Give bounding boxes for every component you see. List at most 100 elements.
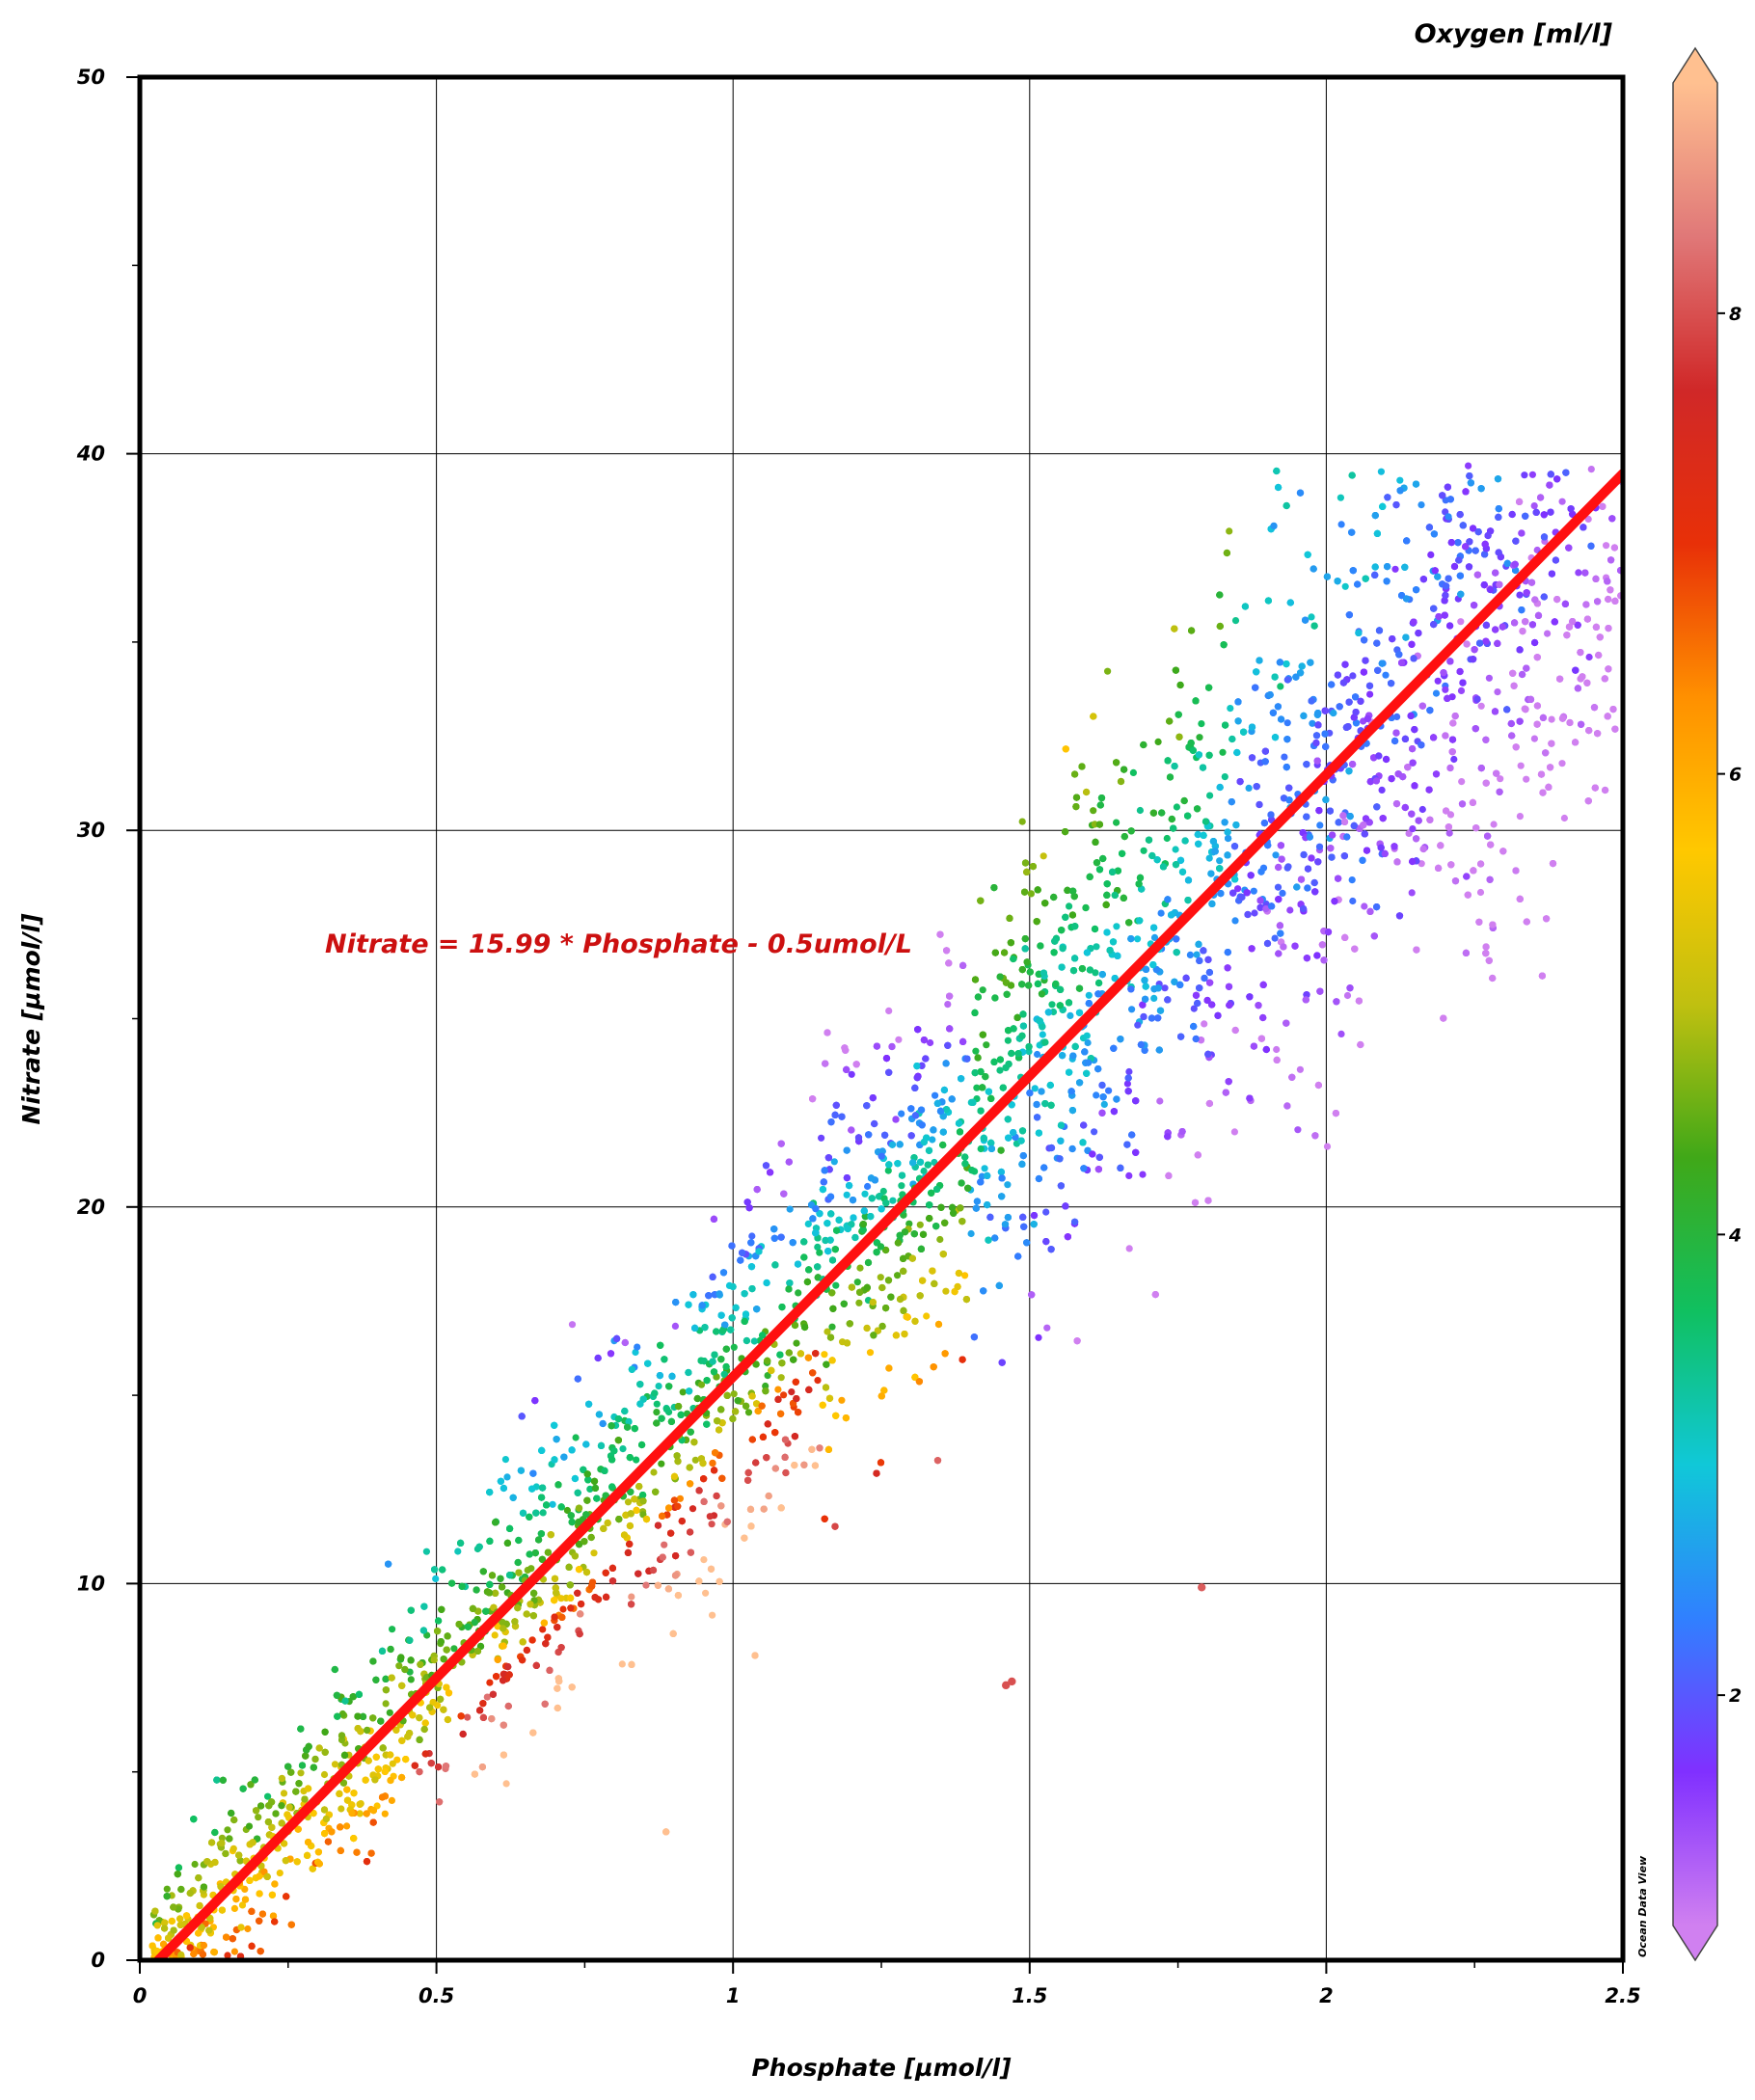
data-point — [297, 1769, 305, 1777]
data-point — [1521, 471, 1528, 479]
data-point — [730, 1390, 738, 1398]
data-point — [1584, 515, 1592, 524]
data-point — [1230, 1128, 1238, 1136]
data-point — [1025, 1048, 1033, 1056]
data-point — [224, 1826, 231, 1834]
data-point — [1134, 1021, 1142, 1029]
data-point — [1031, 1085, 1039, 1092]
data-point — [619, 1445, 627, 1453]
data-point — [853, 1279, 861, 1286]
data-point — [218, 1834, 226, 1842]
data-point — [905, 1220, 913, 1227]
data-point — [1418, 805, 1426, 814]
data-point — [1528, 471, 1536, 478]
data-point — [1245, 784, 1253, 793]
data-point — [744, 1409, 753, 1416]
data-point — [927, 1038, 934, 1047]
data-point — [1100, 1100, 1108, 1108]
data-point — [539, 1626, 547, 1633]
data-point — [559, 1605, 567, 1613]
data-point — [828, 1323, 836, 1331]
data-point — [1018, 818, 1026, 825]
data-point — [1125, 1245, 1133, 1252]
data-point — [1206, 792, 1214, 799]
data-point — [655, 1383, 662, 1390]
data-point — [320, 1770, 329, 1779]
data-point — [1043, 1324, 1051, 1332]
data-point — [866, 1349, 875, 1357]
data-point — [1476, 888, 1485, 897]
data-point — [1283, 719, 1291, 727]
data-point — [1337, 1030, 1345, 1037]
data-point — [1163, 834, 1171, 843]
data-point — [885, 1007, 893, 1014]
data-point — [1408, 889, 1416, 897]
data-point — [1205, 854, 1213, 862]
data-point — [586, 1485, 594, 1493]
data-point — [1093, 943, 1100, 951]
data-point — [388, 1796, 395, 1804]
data-point — [676, 1494, 685, 1502]
data-point — [671, 1322, 680, 1330]
data-point — [1530, 502, 1538, 510]
data-point — [1349, 897, 1357, 905]
data-point — [1125, 1067, 1133, 1076]
data-point — [1477, 702, 1485, 710]
data-point — [1341, 582, 1349, 590]
data-point — [1186, 951, 1194, 959]
data-point — [821, 1351, 828, 1359]
data-point — [1091, 821, 1098, 828]
data-point — [1173, 803, 1180, 811]
data-point — [856, 1264, 864, 1272]
data-point — [1284, 863, 1292, 871]
data-point — [936, 1235, 944, 1244]
data-point — [1432, 689, 1441, 697]
data-point — [1193, 951, 1201, 958]
data-point — [981, 1165, 988, 1172]
data-point — [491, 1631, 499, 1639]
data-point — [568, 1321, 577, 1329]
data-point — [1272, 851, 1280, 859]
data-point — [1294, 1126, 1302, 1134]
data-point — [1286, 906, 1294, 914]
data-point — [793, 1339, 800, 1347]
data-point — [224, 1952, 231, 1959]
data-point — [929, 1136, 936, 1144]
data-point — [898, 1182, 905, 1190]
data-point — [1156, 1097, 1164, 1105]
data-point — [1587, 466, 1595, 473]
data-point — [855, 1299, 863, 1306]
data-point — [1219, 748, 1227, 756]
data-point — [916, 1221, 924, 1228]
data-point — [1442, 508, 1449, 516]
data-point — [1446, 811, 1455, 819]
data-point — [1113, 819, 1120, 826]
data-point — [884, 1167, 892, 1174]
data-point — [389, 1626, 396, 1633]
data-point — [1039, 1031, 1046, 1038]
data-point — [1251, 909, 1258, 917]
data-point — [1172, 846, 1179, 853]
data-point — [898, 1110, 905, 1117]
data-point — [972, 1047, 980, 1055]
data-point — [539, 1509, 547, 1517]
data-point — [1315, 843, 1324, 850]
data-point — [1523, 775, 1530, 783]
data-point — [795, 1289, 802, 1297]
data-point — [1066, 1011, 1074, 1019]
data-point — [814, 1243, 822, 1251]
data-point — [1198, 720, 1205, 728]
data-point — [1274, 883, 1282, 891]
data-point — [381, 1810, 389, 1817]
data-point — [1273, 1045, 1281, 1054]
data-point — [331, 1761, 339, 1768]
data-point — [634, 1343, 641, 1351]
data-point — [1277, 683, 1284, 690]
data-point — [407, 1676, 415, 1683]
data-point — [864, 1182, 872, 1191]
data-point — [563, 1506, 572, 1515]
data-point — [996, 1066, 1004, 1074]
data-point — [230, 1904, 238, 1912]
data-point — [1139, 1171, 1147, 1178]
data-point — [1129, 768, 1137, 777]
